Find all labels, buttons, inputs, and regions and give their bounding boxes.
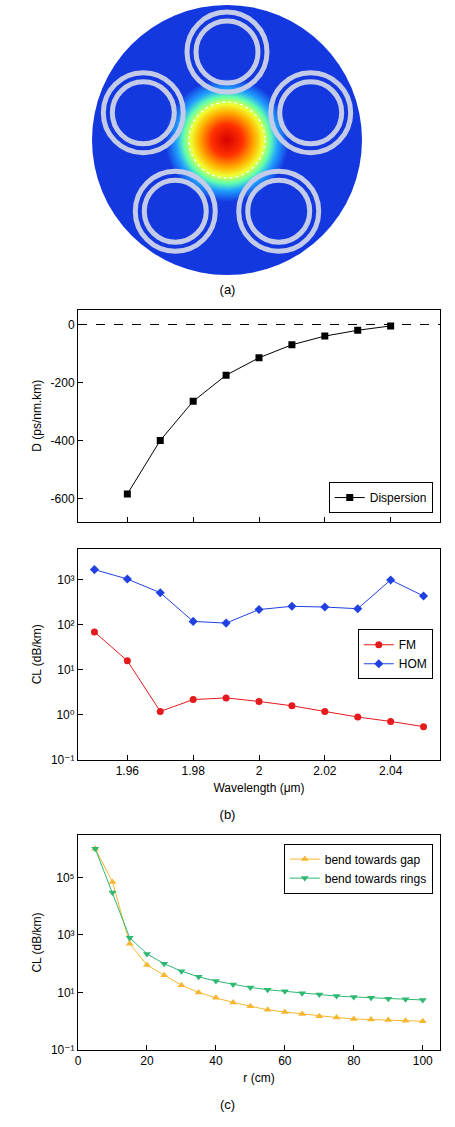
svg-text:1.98: 1.98 xyxy=(182,764,206,778)
svg-text:10⁰: 10⁰ xyxy=(56,708,74,722)
svg-text:Dispersion: Dispersion xyxy=(370,491,427,505)
svg-text:2.02: 2.02 xyxy=(313,764,337,778)
svg-text:bend towards gap: bend towards gap xyxy=(325,853,421,867)
svg-text:2.04: 2.04 xyxy=(379,764,403,778)
svg-text:0: 0 xyxy=(75,1054,82,1068)
svg-text:r (cm): r (cm) xyxy=(243,1071,274,1085)
svg-text:D (ps/nm.km): D (ps/nm.km) xyxy=(30,380,44,452)
svg-text:-600: -600 xyxy=(51,492,75,506)
html-text:(a): (a) xyxy=(219,282,236,297)
svg-text:10²: 10² xyxy=(57,618,74,632)
svg-text:80: 80 xyxy=(347,1054,361,1068)
svg-text:FM: FM xyxy=(399,638,416,652)
svg-text:20: 20 xyxy=(140,1054,154,1068)
html-text:(b): (b) xyxy=(219,807,236,822)
svg-text:100: 100 xyxy=(413,1054,433,1068)
svg-text:-200: -200 xyxy=(51,376,75,390)
svg-text:bend towards rings: bend towards rings xyxy=(325,872,426,886)
svg-text:CL (dB/km): CL (dB/km) xyxy=(30,624,44,684)
svg-text:10³: 10³ xyxy=(57,928,74,942)
svg-text:40: 40 xyxy=(209,1054,223,1068)
svg-text:60: 60 xyxy=(278,1054,292,1068)
svg-text:10³: 10³ xyxy=(57,573,74,587)
svg-text:10¹: 10¹ xyxy=(57,663,74,677)
svg-text:0: 0 xyxy=(68,318,75,332)
svg-text:Wavelength (μm): Wavelength (μm) xyxy=(213,781,304,795)
svg-text:1.96: 1.96 xyxy=(116,764,140,778)
svg-text:10⁵: 10⁵ xyxy=(56,871,74,885)
svg-text:-400: -400 xyxy=(51,434,75,448)
html-text:(c): (c) xyxy=(219,1097,236,1112)
svg-text:CL (dB/km): CL (dB/km) xyxy=(30,912,44,972)
svg-text:2: 2 xyxy=(256,764,263,778)
svg-text:10¹: 10¹ xyxy=(57,986,74,1000)
svg-text:HOM: HOM xyxy=(399,657,427,671)
svg-text:10⁻¹: 10⁻¹ xyxy=(51,1043,75,1057)
svg-text:10⁻¹: 10⁻¹ xyxy=(51,753,75,767)
